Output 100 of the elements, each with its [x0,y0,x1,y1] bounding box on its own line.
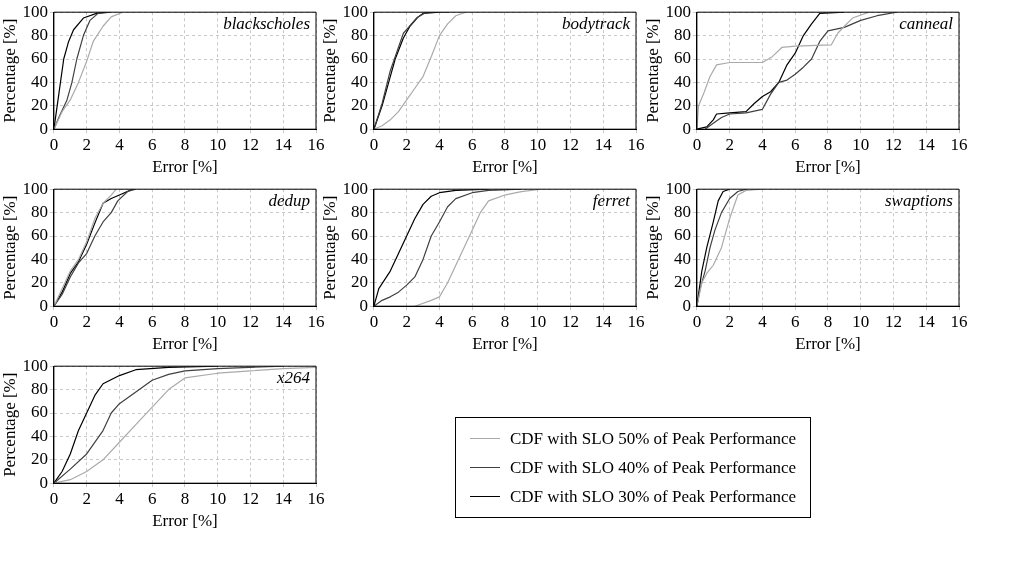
chart-title: dedup [268,191,310,211]
y-tick-label: 100 [342,178,368,198]
chart-title: x264 [275,368,311,388]
x-tick-label: 10 [852,134,870,154]
x-tick-label: 14 [274,311,293,331]
y-tick-label: 60 [350,225,368,245]
y-tick-label: 0 [39,472,48,492]
x-tick-label: 4 [435,311,445,331]
x-tick-label: 4 [115,488,125,508]
x-tick-label: 12 [561,134,579,154]
x-tick-label: 2 [82,134,91,154]
x-tick-label: 16 [307,311,325,331]
y-tick-label: 80 [673,202,691,222]
y-tick-label: 100 [665,178,691,198]
y-tick-label: 0 [682,295,691,315]
y-axis-title: Percentage [%] [319,195,339,300]
x-tick-label: 14 [594,134,613,154]
x-tick-label: 12 [884,311,902,331]
x-axis-title: Error [%] [152,511,218,531]
y-tick-label: 60 [30,225,48,245]
x-tick-label: 2 [725,311,734,331]
y-tick-label: 0 [39,118,48,138]
x-tick-label: 6 [147,134,157,154]
y-tick-label: 20 [673,95,691,115]
x-axis-title: Error [%] [152,157,218,177]
y-tick-label: 20 [673,272,691,292]
y-tick-label: 80 [673,25,691,45]
x-tick-label: 10 [529,311,547,331]
y-axis-title: Percentage [%] [0,18,19,123]
x-tick-label: 12 [561,311,579,331]
y-tick-label: 40 [673,248,691,268]
x-tick-label: 12 [241,134,259,154]
y-tick-label: 60 [30,402,48,422]
x-tick-label: 16 [307,488,325,508]
x-tick-label: 4 [758,134,768,154]
x-tick-label: 12 [241,311,259,331]
y-tick-label: 20 [30,95,48,115]
x-tick-label: 10 [209,134,227,154]
x-tick-label: 14 [274,488,293,508]
y-tick-label: 40 [350,248,368,268]
x-tick-label: 8 [823,134,833,154]
x-tick-label: 16 [950,311,968,331]
x-tick-label: 4 [115,134,125,154]
x-tick-label: 14 [594,311,613,331]
y-tick-label: 100 [22,355,48,375]
x-tick-label: 2 [725,134,734,154]
y-tick-label: 100 [22,1,48,21]
chart-title: blackscholes [223,14,311,34]
y-tick-label: 40 [350,71,368,91]
x-tick-label: 16 [627,134,645,154]
y-tick-label: 60 [350,48,368,68]
x-tick-label: 16 [307,134,325,154]
y-tick-label: 60 [673,225,691,245]
x-axis-title: Error [%] [795,334,861,354]
y-tick-label: 80 [350,202,368,222]
x-tick-label: 8 [180,134,190,154]
y-axis-title: Percentage [%] [642,195,662,300]
x-tick-label: 8 [500,134,510,154]
legend-label: CDF with SLO 50% of Peak Performance [510,428,797,449]
x-tick-label: 8 [823,311,833,331]
x-axis-title: Error [%] [472,157,538,177]
x-tick-label: 10 [852,311,870,331]
y-axis-title: Percentage [%] [642,18,662,123]
y-tick-label: 20 [30,449,48,469]
y-tick-label: 20 [30,272,48,292]
x-axis-title: Error [%] [795,157,861,177]
chart-title: canneal [899,14,954,34]
legend-label: CDF with SLO 30% of Peak Performance [510,486,797,507]
legend-label: CDF with SLO 40% of Peak Performance [510,457,797,478]
x-tick-label: 2 [82,488,91,508]
y-tick-label: 0 [359,118,368,138]
y-tick-label: 20 [350,272,368,292]
x-tick-label: 12 [884,134,902,154]
y-tick-label: 40 [30,71,48,91]
y-axis-title: Percentage [%] [0,195,19,300]
y-tick-label: 40 [673,71,691,91]
x-tick-label: 12 [241,488,259,508]
x-tick-label: 10 [209,311,227,331]
y-tick-label: 80 [350,25,368,45]
y-tick-label: 0 [39,295,48,315]
y-tick-label: 60 [30,48,48,68]
chart-title: ferret [592,191,632,211]
y-axis-title: Percentage [%] [0,372,19,477]
x-tick-label: 14 [274,134,293,154]
x-tick-label: 10 [529,134,547,154]
y-tick-label: 100 [22,178,48,198]
y-axis-title: Percentage [%] [319,18,339,123]
x-tick-label: 8 [180,311,190,331]
y-tick-label: 80 [30,202,48,222]
y-tick-label: 100 [665,1,691,21]
x-tick-label: 10 [209,488,227,508]
chart-title: bodytrack [562,14,631,34]
x-tick-label: 16 [950,134,968,154]
y-tick-label: 0 [682,118,691,138]
x-axis-title: Error [%] [152,334,218,354]
x-tick-label: 4 [758,311,768,331]
y-tick-label: 20 [350,95,368,115]
y-tick-label: 100 [342,1,368,21]
x-tick-label: 6 [467,311,477,331]
x-tick-label: 6 [790,134,800,154]
